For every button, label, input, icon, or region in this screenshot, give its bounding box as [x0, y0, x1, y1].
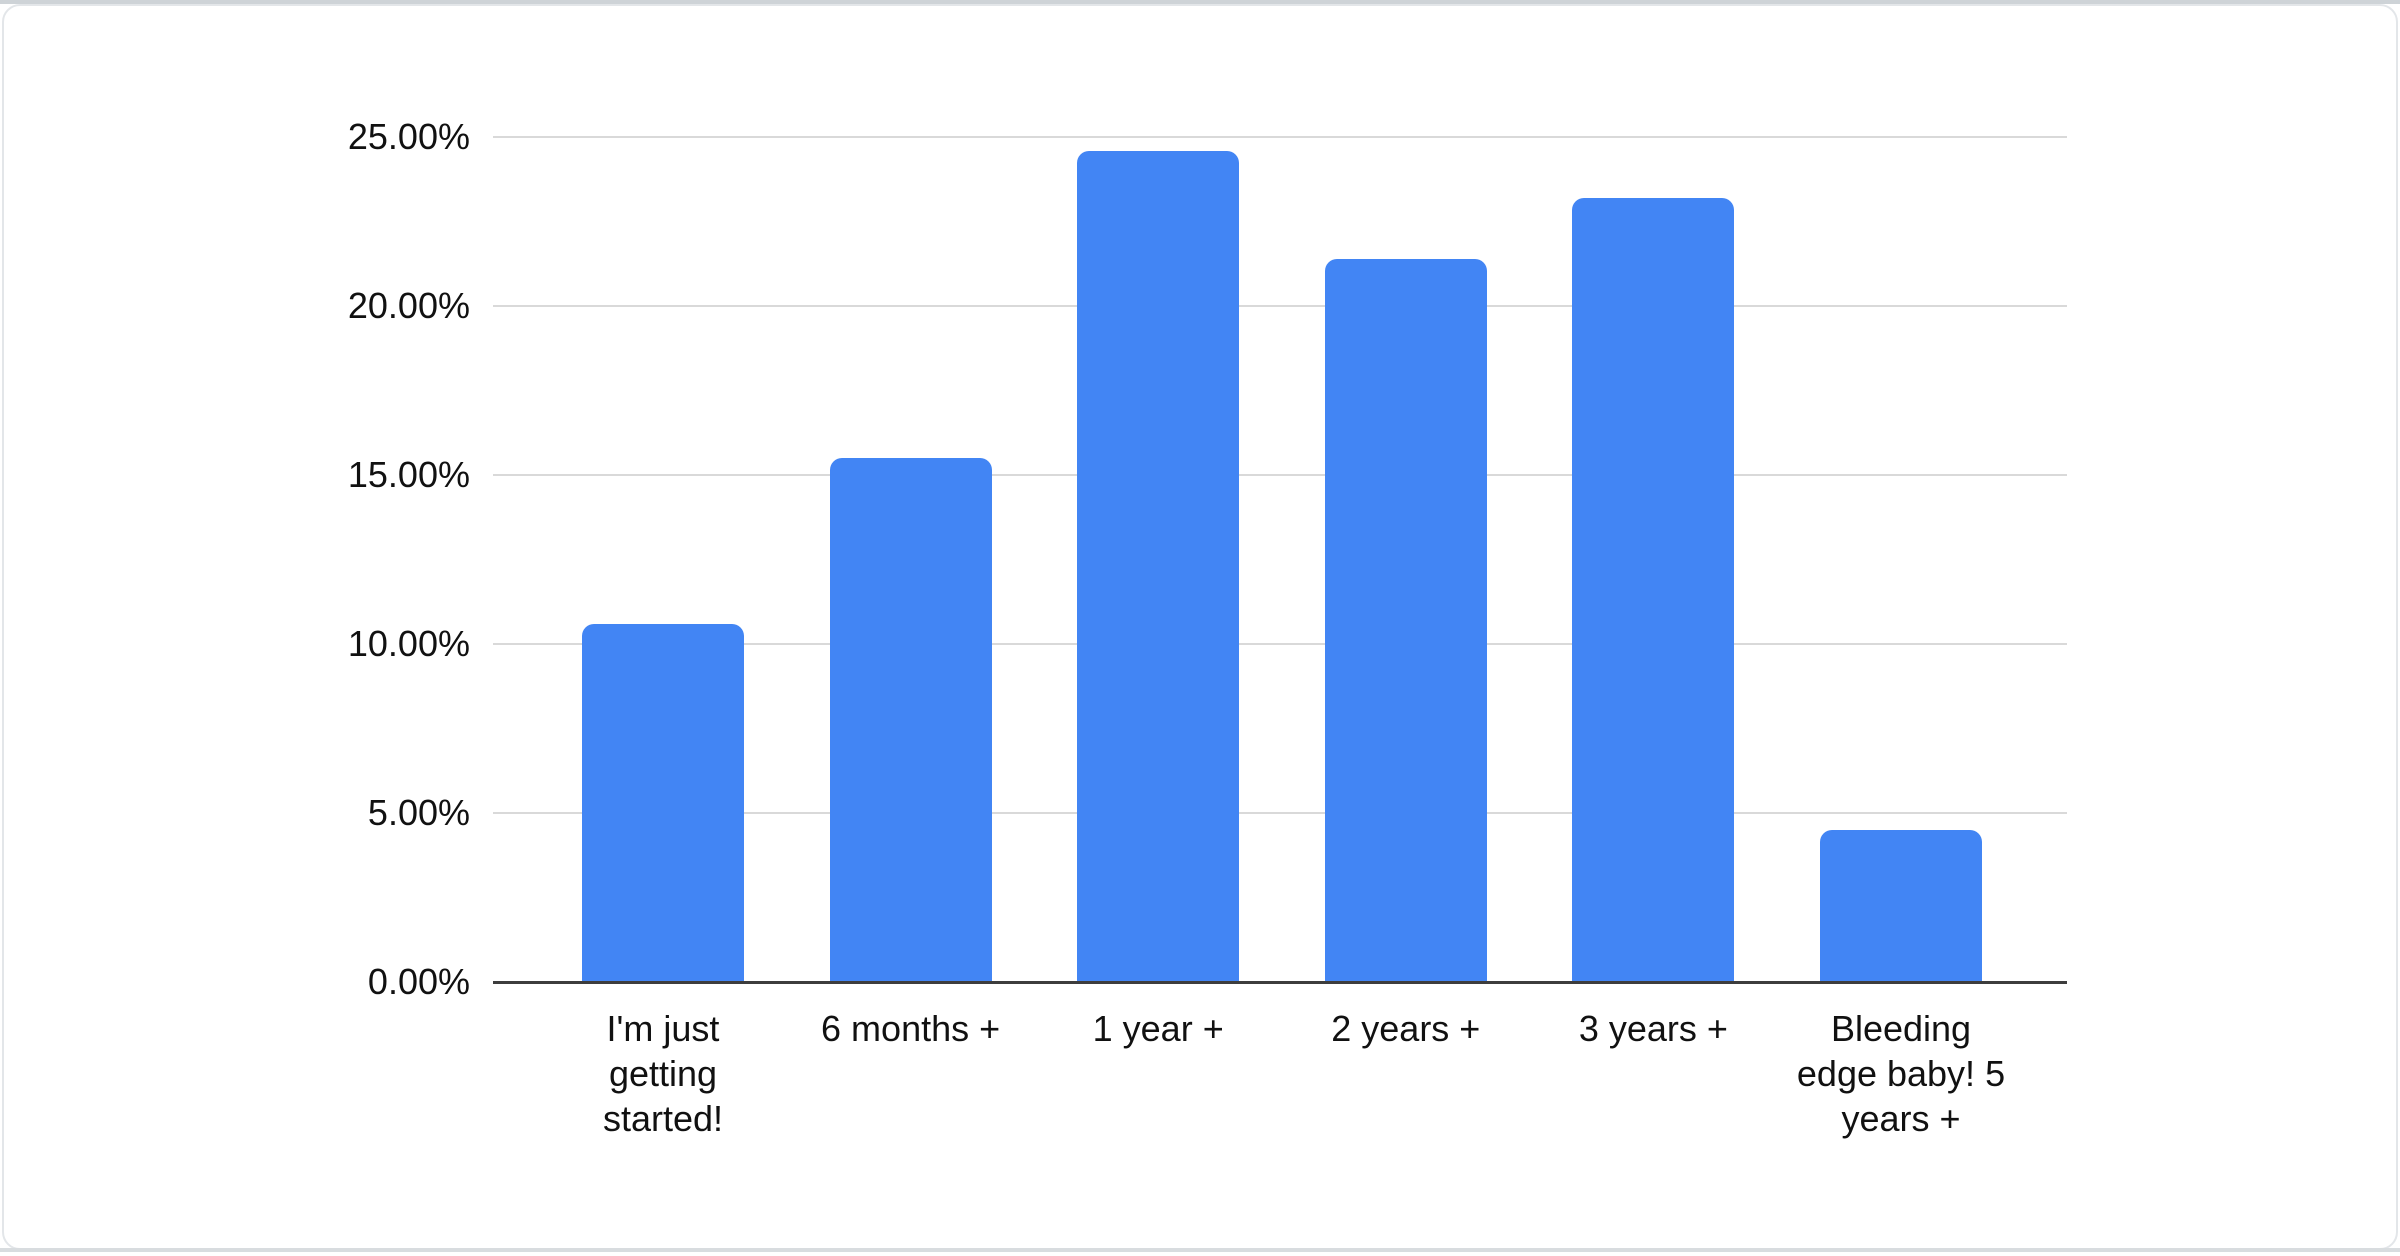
bottom-divider — [0, 1248, 2400, 1252]
y-tick-label: 0.00% — [367, 961, 470, 1002]
y-tick-label: 25.00% — [347, 116, 470, 157]
bar-6[interactable] — [1820, 829, 1982, 982]
bar-1[interactable] — [582, 623, 744, 982]
y-tick-label: 20.00% — [347, 285, 470, 326]
top-divider — [0, 0, 2400, 4]
gridline — [493, 474, 2067, 476]
bar-2[interactable] — [829, 458, 992, 982]
x-axis-line — [493, 981, 2067, 984]
y-tick-label: 15.00% — [347, 454, 470, 495]
bar-4[interactable] — [1324, 258, 1487, 982]
x-category-label: I'm just getting started! — [602, 1008, 724, 1139]
gridline — [493, 643, 2067, 645]
gridline — [493, 136, 2067, 138]
y-tick-label: 5.00% — [367, 792, 470, 833]
x-category-label: 6 months + — [821, 1008, 1001, 1049]
bar-5[interactable] — [1572, 197, 1735, 982]
bar-chart-plot-area — [493, 136, 2067, 984]
x-category-label: Bleeding edge baby! 5 years + — [1796, 1008, 2006, 1139]
gridline — [493, 812, 2067, 814]
y-tick-label: 10.00% — [347, 623, 470, 664]
x-category-label: 2 years + — [1331, 1008, 1481, 1049]
x-category-label: 3 years + — [1578, 1008, 1728, 1049]
x-category-label: 1 year + — [1092, 1008, 1224, 1049]
bar-3[interactable] — [1077, 150, 1240, 982]
gridline — [493, 305, 2067, 307]
